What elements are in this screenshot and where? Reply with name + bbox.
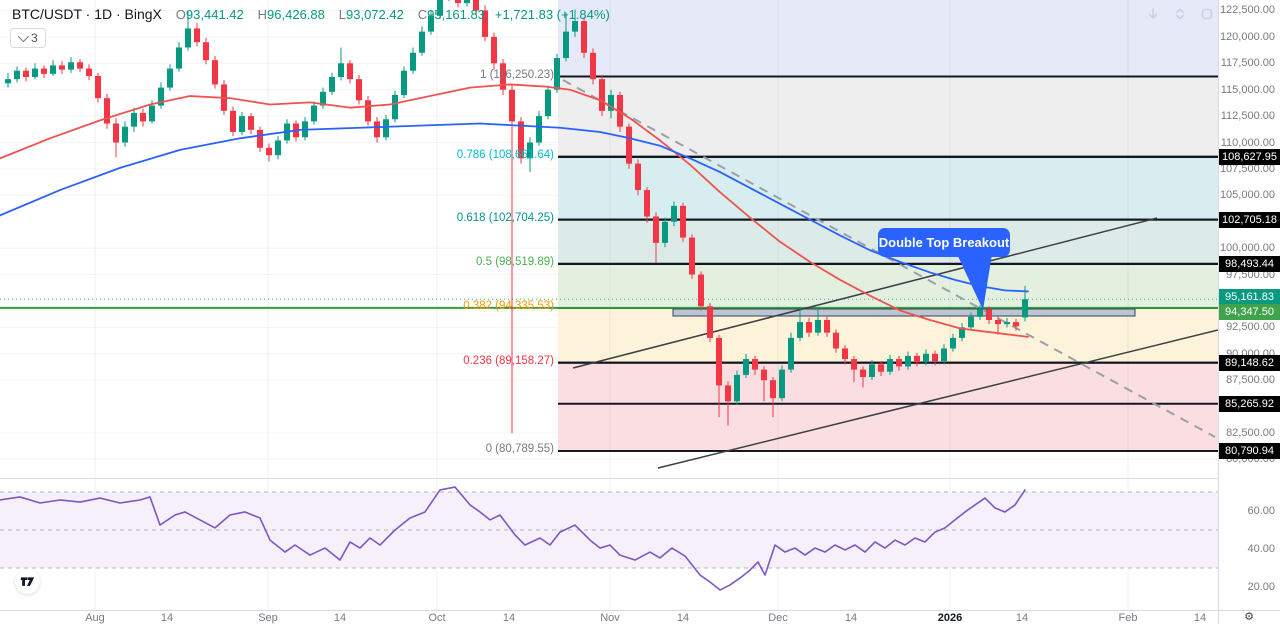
time-axis-label: Nov	[600, 612, 620, 624]
price-tick-label: 87,500.00	[1226, 374, 1275, 387]
price-tick-label: 117,500.00	[1220, 57, 1275, 70]
time-axis-label: 14	[333, 612, 347, 624]
candles-layer	[5, 0, 1028, 433]
fib-level-label: 0.5 (98,519.89)	[475, 255, 554, 268]
fib-level-label: 0.382 (94,335.53)	[463, 299, 554, 312]
chart-canvas[interactable]	[0, 0, 1218, 610]
callout-text: Double Top Breakout	[878, 235, 1010, 250]
open-value: 93,441.42	[185, 7, 244, 22]
tradingview-logo-glyph	[20, 577, 35, 586]
close-label: C	[417, 7, 428, 22]
time-axis-label: 14	[844, 612, 858, 624]
time-axis-label: Aug	[85, 612, 105, 624]
price-tick-label: 120,000.00	[1219, 30, 1275, 43]
time-axis-label: 2026	[937, 612, 963, 624]
change-value: +1,721.83 (+1.84%)	[494, 7, 610, 22]
double-top-breakout-callout[interactable]: Double Top Breakout	[878, 228, 1010, 257]
fullscreen-icon[interactable]	[1198, 5, 1216, 23]
pane-divider[interactable]	[0, 478, 1280, 479]
fib-level-label: 0.618 (102,704.25)	[456, 211, 554, 224]
close-value: 95,161.83	[427, 7, 485, 22]
time-axis-label: 14	[676, 612, 690, 624]
price-badge: 89,148.62	[1219, 354, 1280, 371]
ma-slow-blue-line	[0, 122, 1029, 293]
indicators-count: 3	[31, 31, 38, 45]
price-tick-label: 110,000.00	[1220, 136, 1275, 149]
price-badge: 95,161.83	[1219, 289, 1280, 306]
time-axis-label: Oct	[428, 612, 446, 624]
scale-separator	[1218, 0, 1219, 624]
symbol-title[interactable]: BTC/USDT · 1D · BingX	[12, 6, 162, 22]
symbol-legend[interactable]: BTC/USDT · 1D · BingX O93,441.42 H96,426…	[12, 6, 610, 22]
price-tick-label: 122,500.00	[1219, 4, 1275, 17]
fib-level-label: 0.786 (108,661.64)	[456, 148, 554, 161]
price-badge: 108,627.95	[1219, 149, 1280, 165]
price-tick-label: 92,500.00	[1226, 321, 1275, 334]
rsi-tick-label: 40.00	[1247, 543, 1275, 555]
price-badge: 85,265.92	[1219, 395, 1280, 412]
tradingview-logo[interactable]	[15, 569, 40, 594]
high-value: 96,426.88	[267, 7, 325, 22]
low-label: L	[338, 7, 346, 22]
time-axis-label: 14	[1015, 612, 1029, 624]
ascending-trendline[interactable]	[657, 329, 1218, 469]
open-label: O	[175, 7, 186, 22]
price-tick-label: 107,500.00	[1219, 162, 1275, 175]
axis-divider	[0, 610, 1280, 611]
ma-fast-red-line	[0, 83, 1029, 338]
fib-level-label: 0 (80,789.55)	[485, 443, 554, 456]
price-tick-label: 105,000.00	[1219, 189, 1275, 202]
pane-maximize-icon[interactable]	[1171, 5, 1189, 23]
gear-icon[interactable]: ⚙	[1244, 610, 1254, 623]
callout-tail	[957, 254, 992, 310]
price-scale[interactable]: 122,500.00 120,000.00 117,500.00 115,000.00…	[1219, 0, 1280, 610]
price-badge: 102,705.18	[1219, 211, 1280, 228]
time-axis-label: 14	[502, 612, 516, 624]
rsi-tick-label: 20.00	[1247, 581, 1275, 593]
time-axis-label: Sep	[258, 612, 278, 624]
price-tick-label: 115,000.00	[1220, 83, 1275, 96]
chevron-down-icon	[17, 30, 30, 43]
time-axis-label: Dec	[768, 612, 788, 624]
price-tick-label: 112,500.00	[1220, 110, 1275, 123]
price-badge: 98,493.44	[1219, 256, 1280, 273]
rsi-pane	[0, 491, 1218, 569]
time-axis-label: 14	[1193, 612, 1207, 624]
price-tick-label: 100,000.00	[1219, 242, 1275, 255]
rsi-line	[0, 486, 1026, 591]
fib-level-label: 1 (116,250.23)	[480, 68, 554, 81]
time-axis-label: Feb	[1118, 612, 1138, 624]
price-tick-label: 82,500.00	[1226, 426, 1275, 439]
time-axis-label: 14	[160, 612, 174, 624]
price-badge: 80,790.94	[1219, 443, 1280, 460]
rsi-tick-label: 60.00	[1247, 505, 1275, 517]
fib-level-label: 0.236 (89,158.27)	[463, 354, 554, 367]
pane-controls	[1144, 5, 1216, 23]
arrow-down-icon[interactable]	[1144, 5, 1162, 23]
price-badge: 94,347.50	[1219, 303, 1280, 320]
high-label: H	[257, 7, 268, 22]
time-axis[interactable]: Aug 14 Sep 14 Oct 14 Nov 14 Dec 14 2026 14 Feb 14	[0, 611, 1280, 624]
indicators-collapse-toggle[interactable]: 3	[10, 28, 46, 48]
low-value: 93,072.42	[346, 7, 404, 22]
